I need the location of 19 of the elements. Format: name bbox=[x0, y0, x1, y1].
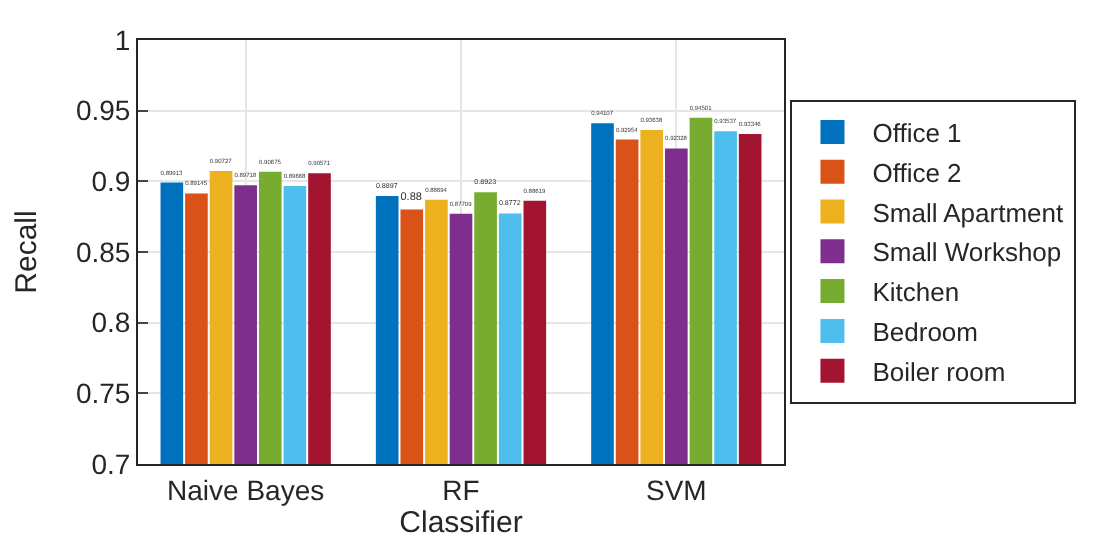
y-tick-label: 0.75 bbox=[75, 377, 131, 410]
legend-label: Bedroom bbox=[872, 317, 978, 348]
legend-label: Office 2 bbox=[872, 157, 962, 188]
y-tick-label: 1 bbox=[114, 23, 131, 56]
x-tick-label: RF bbox=[442, 473, 480, 506]
x-axis-title: Classifier bbox=[399, 505, 523, 540]
x-tick-label: SVM bbox=[646, 473, 707, 506]
legend-label: Boiler room bbox=[872, 356, 1006, 387]
legend-label: Small Workshop bbox=[872, 237, 1062, 268]
legend-label: Office 1 bbox=[872, 118, 962, 149]
y-tick-label: 0.9 bbox=[91, 165, 131, 198]
x-tick-label: Naive Bayes bbox=[167, 473, 325, 506]
y-tick-label: 0.95 bbox=[75, 94, 131, 127]
y-tick-label: 0.7 bbox=[91, 447, 131, 480]
y-tick-label: 0.8 bbox=[91, 306, 131, 339]
legend-label: Kitchen bbox=[872, 277, 960, 308]
y-tick-label: 0.85 bbox=[75, 235, 131, 268]
y-axis-title: Recall bbox=[10, 210, 45, 294]
legend-label: Small Apartment bbox=[872, 197, 1064, 228]
